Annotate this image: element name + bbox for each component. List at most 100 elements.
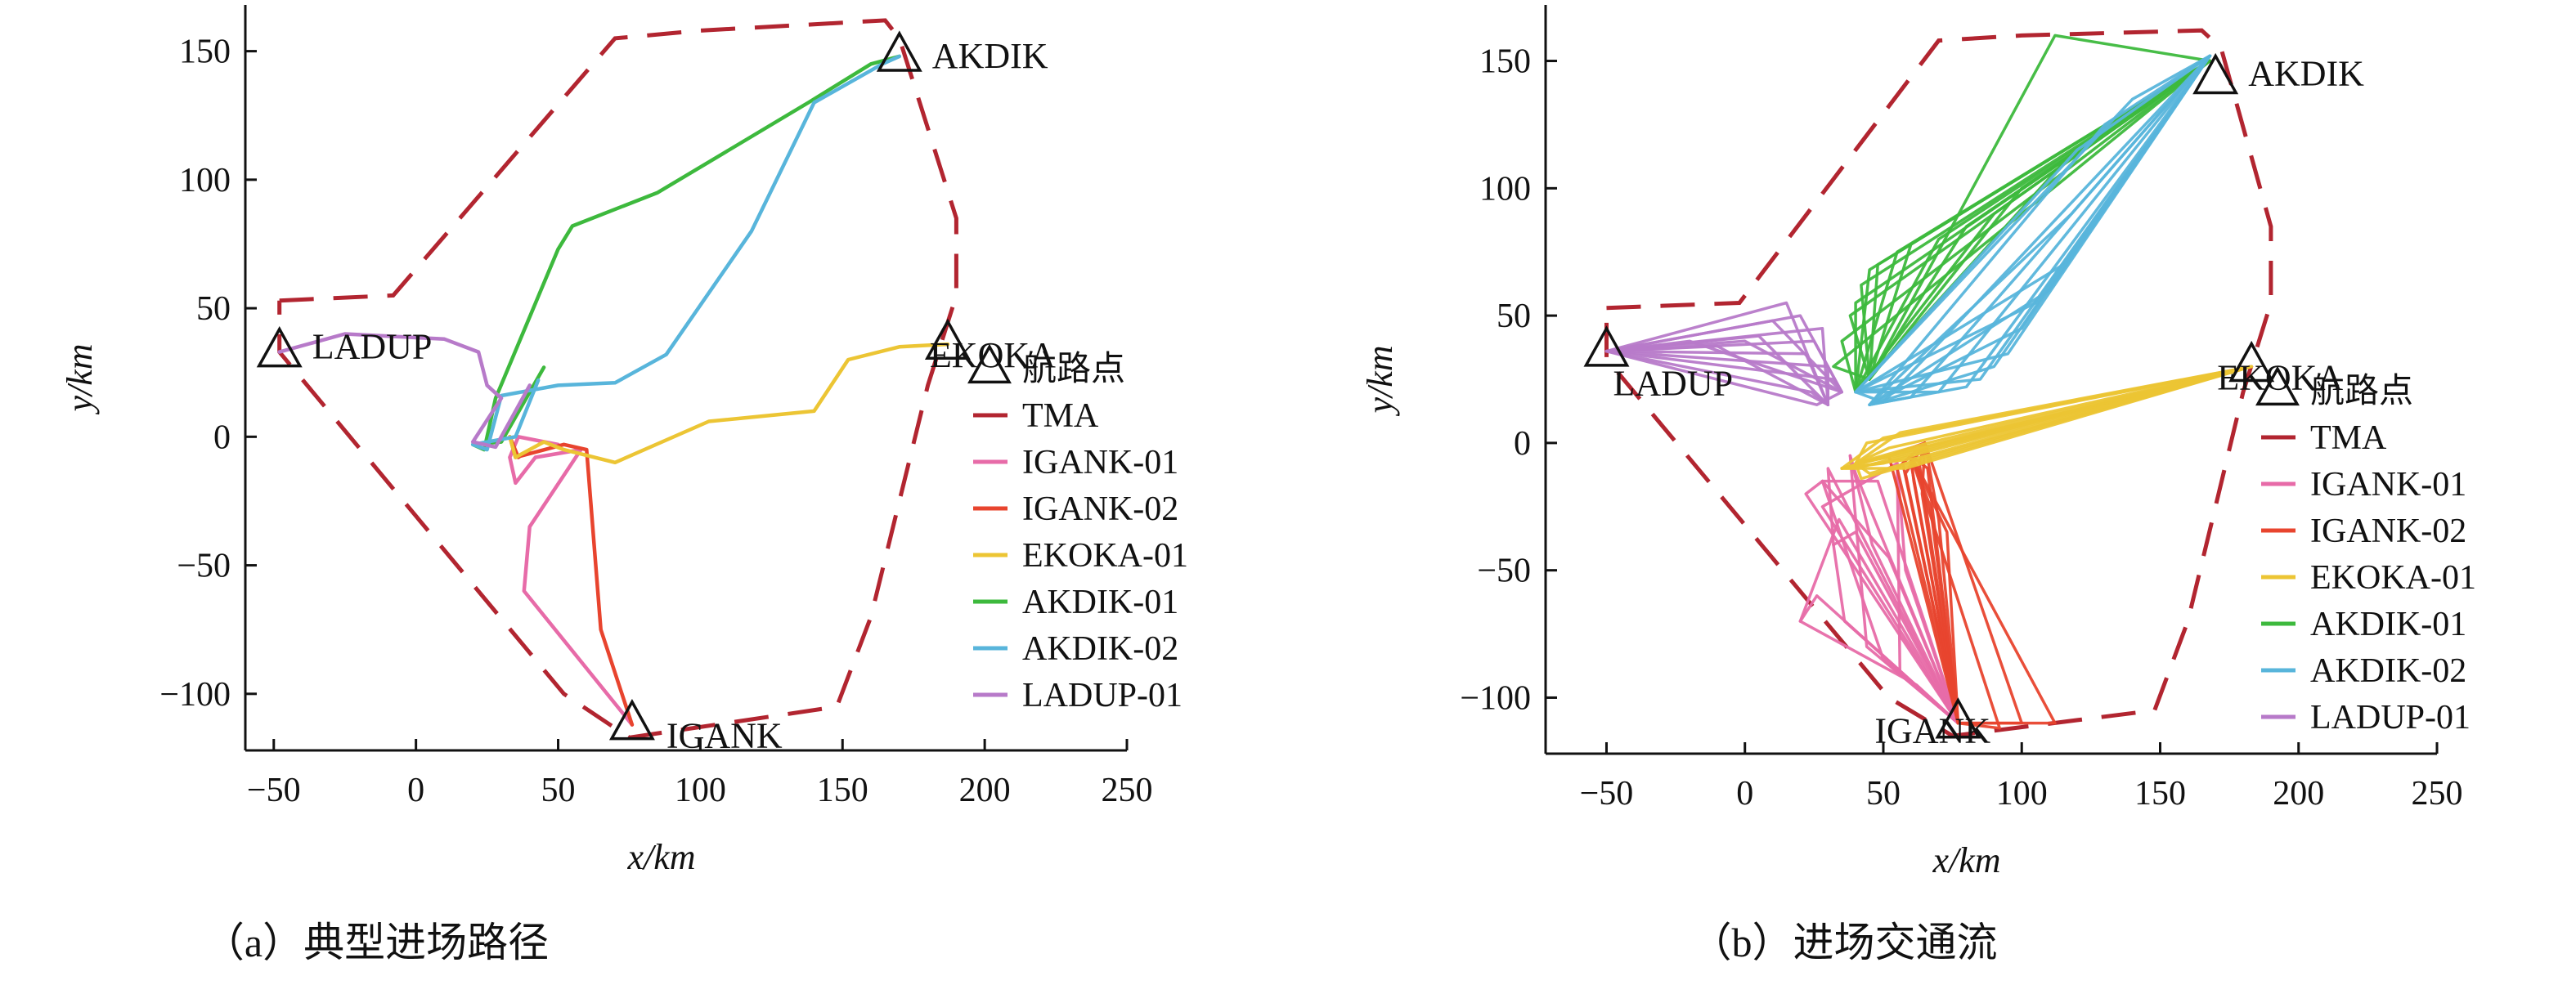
y-tick-label: 0 <box>1514 425 1531 463</box>
trajectory-line <box>1854 365 2253 465</box>
flow-akdik-02 <box>1854 54 2212 406</box>
legend-label: AKDIK-02 <box>2310 652 2466 690</box>
trajectory-line <box>1854 365 2253 465</box>
tma-boundary <box>1604 28 2273 738</box>
y-tick-label: 150 <box>1479 43 1531 81</box>
x-tick-label: −50 <box>1580 775 1634 813</box>
waypoint-marker <box>2228 340 2275 383</box>
x-tick-label: 200 <box>959 772 1011 809</box>
legend-waypoint-marker <box>2255 365 2300 406</box>
y-axis-label: y/km <box>1360 345 1400 416</box>
y-tick-label: −50 <box>1477 553 1531 590</box>
trajectory-line <box>1798 620 1960 725</box>
trajectory-line <box>1604 319 1843 394</box>
trajectory-line <box>1826 467 1960 725</box>
trajectory-line <box>1854 54 2212 394</box>
waypoint-marker <box>1935 697 1981 739</box>
trajectory-line <box>1604 349 1843 406</box>
tma-boundary <box>277 18 958 740</box>
x-tick-label: 50 <box>1866 775 1901 813</box>
trajectory-line <box>1604 349 1830 406</box>
series-line-ekoka-01 <box>508 342 950 465</box>
y-tick-label: −100 <box>159 676 231 714</box>
flow-igank-01 <box>1798 454 1960 725</box>
legend-label: IGANK-02 <box>1022 490 1178 528</box>
x-tick-label: 250 <box>1102 772 1153 809</box>
x-tick-label: 250 <box>2412 775 2463 813</box>
trajectory-line <box>1854 54 2212 394</box>
trajectory-line <box>1868 54 2212 406</box>
series-line-igank-02 <box>508 435 635 727</box>
legend-label: TMA <box>1022 397 1099 435</box>
legend-label: AKDIK-01 <box>2310 606 2466 643</box>
y-tick-label: 0 <box>213 419 231 456</box>
trajectory-line <box>1820 462 1960 725</box>
waypoint-label: AKDIK <box>932 36 1048 76</box>
legend-label: AKDIK-02 <box>1022 630 1178 668</box>
trajectory-line <box>1798 517 1960 725</box>
trajectory-line <box>1820 479 1960 725</box>
y-tick-label: 50 <box>196 290 231 328</box>
legend-label: IGANK-01 <box>1022 444 1178 481</box>
trajectory-line <box>1854 54 2212 394</box>
trajectory-line <box>1604 344 1830 406</box>
legend-label: LADUP-01 <box>1022 677 1183 714</box>
series-line-ladup-01 <box>277 332 532 450</box>
x-tick-label: 50 <box>541 772 576 809</box>
legend-label: AKDIK-01 <box>1022 584 1178 621</box>
trajectory-line <box>1840 365 2253 470</box>
x-axis-label: x/km <box>626 837 695 877</box>
waypoint-label: IGANK <box>1874 711 1990 751</box>
y-tick-label: 150 <box>179 34 231 71</box>
trajectory-line <box>1840 59 2212 394</box>
trajectory-line <box>1923 441 1960 725</box>
legend-label: IGANK-02 <box>2310 513 2466 550</box>
waypoint-marker <box>876 30 922 72</box>
trajectory-line <box>1848 454 1960 725</box>
trajectory-line <box>1854 54 2212 394</box>
trajectory-line <box>1868 34 2212 381</box>
series-line-igank-01 <box>508 435 635 727</box>
trajectory-line <box>1604 349 1843 394</box>
caption-a: （a）典型进场路径 <box>204 920 549 965</box>
waypoint-label: IGANK <box>666 716 783 756</box>
y-tick-label: −100 <box>1460 679 1531 717</box>
legend-label: EKOKA-01 <box>2310 559 2476 597</box>
x-axis-label: x/km <box>1932 840 2000 880</box>
x-tick-label: 0 <box>1736 775 1753 813</box>
y-tick-label: −50 <box>177 548 231 585</box>
waypoint-marker <box>924 318 971 360</box>
legend-label: IGANK-01 <box>2310 466 2466 504</box>
x-tick-label: 0 <box>407 772 424 809</box>
y-tick-label: 100 <box>179 162 231 199</box>
waypoint-label: EKOKA <box>2217 357 2343 397</box>
waypoint-label: AKDIK <box>2248 53 2364 93</box>
x-tick-label: 100 <box>1996 775 2048 813</box>
waypoint-marker <box>256 326 303 368</box>
trajectory-line <box>1854 54 2212 394</box>
legend-label: EKOKA-01 <box>1022 537 1188 575</box>
trajectory-line <box>1604 301 1830 406</box>
flow-ladup-01 <box>1604 301 1843 406</box>
x-tick-label: 150 <box>817 772 868 809</box>
x-tick-label: 200 <box>2273 775 2324 813</box>
waypoint-label: LADUP <box>1613 364 1733 404</box>
legend-label: TMA <box>2310 419 2387 457</box>
waypoint-marker <box>2192 52 2239 95</box>
y-tick-label: 50 <box>1497 298 1531 335</box>
y-tick-label: 100 <box>1479 170 1531 208</box>
y-axis-label: y/km <box>60 343 100 414</box>
trajectory-line <box>1854 54 2212 394</box>
waypoint-label: LADUP <box>312 327 433 367</box>
x-tick-label: 100 <box>675 772 726 809</box>
trajectory-line <box>1832 59 2212 381</box>
trajectory-line <box>1804 479 1960 725</box>
x-tick-label: −50 <box>247 772 301 809</box>
chart-panel-a: （a）典型进场路径 −50 0 50 100 150 200 250 −100 −50 0 50 10… <box>60 5 1188 965</box>
series-line-akdik-02 <box>470 54 902 452</box>
caption-b: （b）进场交通流 <box>1691 920 1998 965</box>
chart-panel-b: （b）进场交通流 −50 0 50 100 150 200 250 −100 −50 0 50 100… <box>1360 5 2476 965</box>
trajectory-line <box>1923 441 2023 725</box>
legend-waypoint-marker <box>967 343 1012 384</box>
